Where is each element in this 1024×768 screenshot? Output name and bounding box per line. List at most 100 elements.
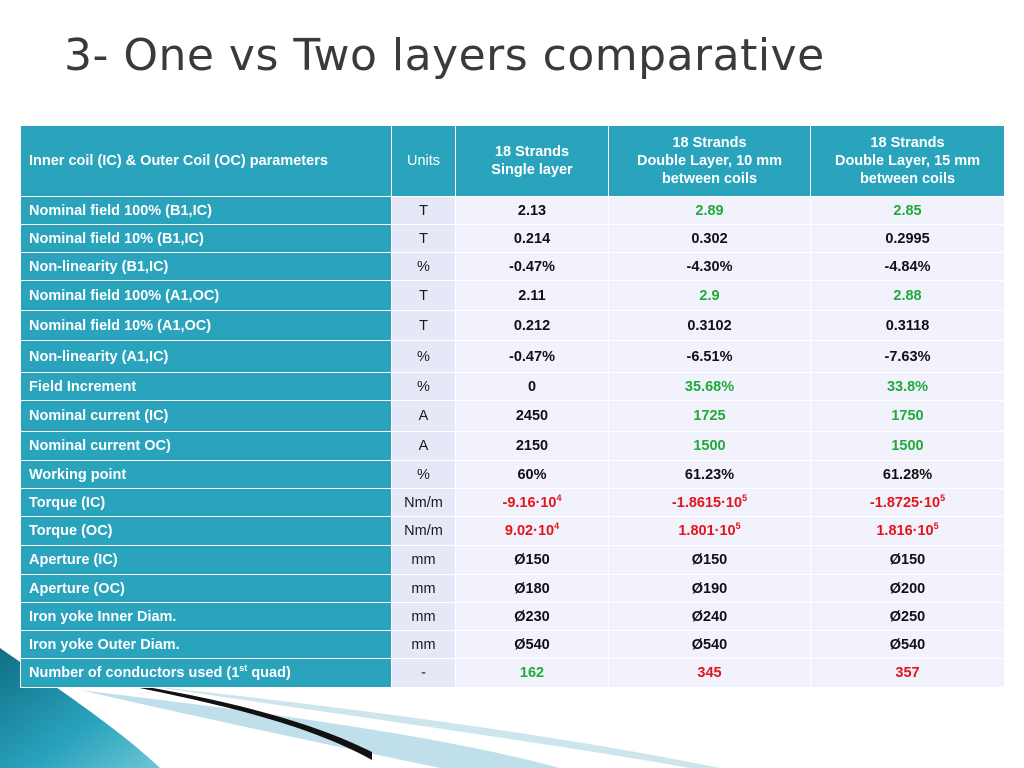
value-double-layer-10mm: 345: [608, 658, 811, 688]
unit-cell: %: [391, 372, 456, 401]
value-double-layer-15mm: 2.85: [810, 196, 1005, 225]
value-single-layer: 0.212: [455, 310, 609, 341]
parameter-label: Aperture (IC): [20, 545, 392, 575]
table-row: Nominal field 100% (B1,IC) T 2.13 2.89 2.85: [20, 196, 1005, 225]
table-row: Nominal current (IC) A 2450 1725 1750: [20, 400, 1005, 432]
unit-cell: %: [391, 460, 456, 489]
value-double-layer-15mm: 33.8%: [810, 372, 1005, 401]
parameter-label: Torque (IC): [20, 488, 392, 517]
value-single-layer: 2.11: [455, 280, 609, 311]
value-single-layer: Ø540: [455, 630, 609, 659]
unit-cell: Nm/m: [391, 488, 456, 517]
value-double-layer-10mm: -1.8615·105: [608, 488, 811, 517]
parameter-label: Nominal field 100% (B1,IC): [20, 196, 392, 225]
table-row: Nominal field 100% (A1,OC) T 2.11 2.9 2.88: [20, 280, 1005, 311]
value-single-layer: 60%: [455, 460, 609, 489]
header-units: Units: [391, 125, 456, 197]
value-single-layer: -0.47%: [455, 340, 609, 373]
value-single-layer: 2450: [455, 400, 609, 432]
parameter-label: Iron yoke Outer Diam.: [20, 630, 392, 659]
unit-cell: %: [391, 252, 456, 281]
parameter-label: Nominal current OC): [20, 431, 392, 461]
value-single-layer: 2.13: [455, 196, 609, 225]
value-double-layer-15mm: 0.3118: [810, 310, 1005, 341]
value-double-layer-10mm: -4.30%: [608, 252, 811, 281]
value-double-layer-10mm: 1.801·105: [608, 516, 811, 546]
table-row: Number of conductors used (1st quad) -162…: [20, 658, 1005, 688]
value-double-layer-10mm: Ø540: [608, 630, 811, 659]
parameter-label: Working point: [20, 460, 392, 489]
table-row: Iron yoke Inner Diam. mm Ø230 Ø240 Ø250: [20, 602, 1005, 631]
parameter-label: Nominal field 10% (A1,OC): [20, 310, 392, 341]
value-double-layer-10mm: Ø150: [608, 545, 811, 575]
value-double-layer-15mm: 61.28%: [810, 460, 1005, 489]
value-double-layer-15mm: -1.8725·105: [810, 488, 1005, 517]
parameter-label: Nominal field 100% (A1,OC): [20, 280, 392, 311]
value-single-layer: 9.02·104: [455, 516, 609, 546]
unit-cell: mm: [391, 630, 456, 659]
parameter-label: Iron yoke Inner Diam.: [20, 602, 392, 631]
table-row: Nominal field 10% (B1,IC) T 0.214 0.302 0.29…: [20, 224, 1005, 253]
value-double-layer-10mm: 1500: [608, 431, 811, 461]
value-double-layer-10mm: -6.51%: [608, 340, 811, 373]
unit-cell: mm: [391, 602, 456, 631]
unit-cell: A: [391, 431, 456, 461]
value-double-layer-10mm: 0.302: [608, 224, 811, 253]
value-single-layer: 162: [455, 658, 609, 688]
value-single-layer: 0.214: [455, 224, 609, 253]
value-double-layer-15mm: Ø250: [810, 602, 1005, 631]
table-row: Iron yoke Outer Diam. mm Ø540 Ø540 Ø540: [20, 630, 1005, 659]
value-single-layer: -9.16·104: [455, 488, 609, 517]
parameter-label: Aperture (OC): [20, 574, 392, 603]
value-double-layer-10mm: 2.89: [608, 196, 811, 225]
parameter-label: Field Increment: [20, 372, 392, 401]
table-body: Nominal field 100% (B1,IC) T 2.13 2.89 2.85 N…: [20, 196, 1005, 688]
unit-cell: T: [391, 280, 456, 311]
table-row: Field Increment% 0 35.68% 33.8%: [20, 372, 1005, 401]
value-single-layer: 0: [455, 372, 609, 401]
value-double-layer-15mm: 1750: [810, 400, 1005, 432]
table-row: Torque (IC) Nm/m -9.16·104 -1.8615·105 -1.87…: [20, 488, 1005, 517]
unit-cell: Nm/m: [391, 516, 456, 546]
value-single-layer: Ø230: [455, 602, 609, 631]
table-row: Aperture (OC) mm Ø180 Ø190 Ø200: [20, 574, 1005, 603]
unit-cell: mm: [391, 574, 456, 603]
value-double-layer-10mm: 35.68%: [608, 372, 811, 401]
value-double-layer-10mm: 0.3102: [608, 310, 811, 341]
unit-cell: T: [391, 224, 456, 253]
unit-cell: mm: [391, 545, 456, 575]
parameter-label: Torque (OC): [20, 516, 392, 546]
table-row: Non-linearity (B1,IC)% -0.47% -4.30% -4.84%: [20, 252, 1005, 281]
header-double-layer-15mm: 18 Strands Double Layer, 15 mm between c…: [810, 125, 1005, 197]
parameter-label: Non-linearity (B1,IC): [20, 252, 392, 281]
table-row: Working point% 60% 61.23% 61.28%: [20, 460, 1005, 489]
unit-cell: T: [391, 310, 456, 341]
table-row: Nominal field 10% (A1,OC) T 0.212 0.3102 0.3…: [20, 310, 1005, 341]
parameter-label: Nominal current (IC): [20, 400, 392, 432]
value-single-layer: Ø180: [455, 574, 609, 603]
table-row: Torque (OC) Nm/m 9.02·104 1.801·105 1.816·10…: [20, 516, 1005, 546]
value-double-layer-10mm: 1725: [608, 400, 811, 432]
value-single-layer: 2150: [455, 431, 609, 461]
value-double-layer-15mm: 0.2995: [810, 224, 1005, 253]
value-double-layer-10mm: Ø240: [608, 602, 811, 631]
unit-cell: A: [391, 400, 456, 432]
value-double-layer-15mm: -7.63%: [810, 340, 1005, 373]
table-row: Aperture (IC) mm Ø150 Ø150 Ø150: [20, 545, 1005, 575]
table-row: Non-linearity (A1,IC)% -0.47% -6.51% -7.63%: [20, 340, 1005, 373]
value-double-layer-15mm: Ø150: [810, 545, 1005, 575]
unit-cell: T: [391, 196, 456, 225]
header-double-layer-10mm: 18 Strands Double Layer, 10 mm between c…: [608, 125, 811, 197]
unit-cell: -: [391, 658, 456, 688]
value-double-layer-15mm: Ø200: [810, 574, 1005, 603]
value-double-layer-15mm: Ø540: [810, 630, 1005, 659]
value-double-layer-15mm: -4.84%: [810, 252, 1005, 281]
parameter-label: Non-linearity (A1,IC): [20, 340, 392, 373]
parameter-label: Nominal field 10% (B1,IC): [20, 224, 392, 253]
value-double-layer-15mm: 2.88: [810, 280, 1005, 311]
value-single-layer: -0.47%: [455, 252, 609, 281]
value-double-layer-10mm: Ø190: [608, 574, 811, 603]
value-single-layer: Ø150: [455, 545, 609, 575]
table-header-row: Inner coil (IC) & Outer Coil (OC) parame…: [20, 125, 1005, 197]
unit-cell: %: [391, 340, 456, 373]
